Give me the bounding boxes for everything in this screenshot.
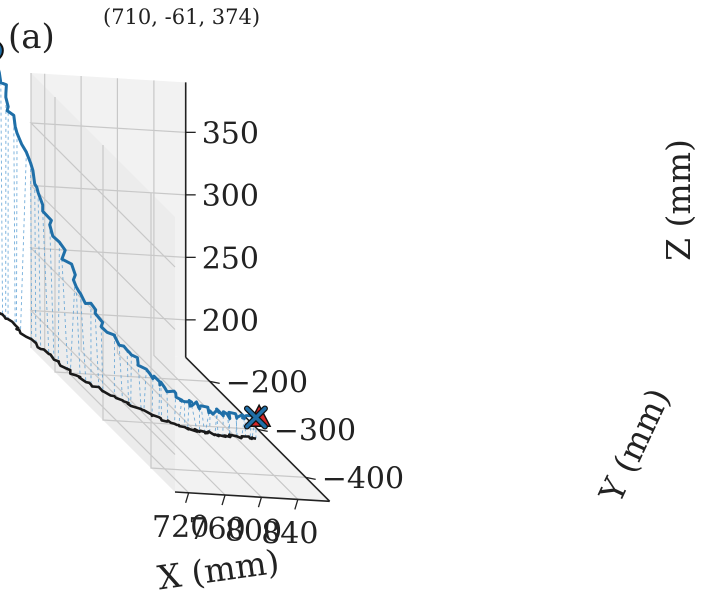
z-tick-label: 200 — [202, 304, 259, 339]
drop-line — [1, 83, 3, 315]
y-tick-label: −200 — [226, 365, 308, 400]
y-tick-label: −400 — [322, 461, 404, 496]
x-tick — [222, 495, 225, 505]
x-tick — [186, 493, 189, 503]
z-axis-label: Z (mm) — [659, 139, 698, 261]
drop-line — [16, 133, 17, 329]
start-marker — [0, 41, 3, 61]
panel-label: (a) — [8, 17, 55, 57]
start-annotation: (710, -61, 374) — [103, 5, 260, 29]
y-axis-label: Y (mm) — [591, 382, 678, 509]
x-axis-label: X (mm) — [155, 542, 282, 598]
drop-line — [20, 152, 26, 333]
drop-line — [131, 355, 132, 406]
z-tick-label: 350 — [202, 116, 259, 151]
z-tick-label: 300 — [202, 179, 259, 214]
x-tick — [258, 497, 261, 507]
z-tick-label: 250 — [202, 241, 259, 276]
drop-line — [14, 115, 15, 325]
y-tick-label: −300 — [274, 413, 356, 448]
x-tick — [295, 499, 298, 509]
